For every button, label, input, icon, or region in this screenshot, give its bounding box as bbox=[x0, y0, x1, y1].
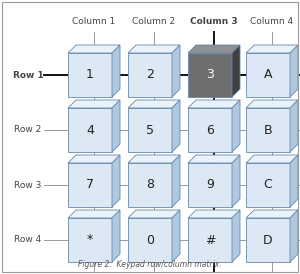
Polygon shape bbox=[232, 100, 240, 152]
Polygon shape bbox=[68, 45, 120, 53]
Polygon shape bbox=[290, 155, 298, 207]
Polygon shape bbox=[128, 108, 172, 152]
Text: Column 3: Column 3 bbox=[190, 18, 238, 27]
Text: *: * bbox=[87, 233, 93, 247]
Polygon shape bbox=[188, 108, 232, 152]
Polygon shape bbox=[188, 218, 232, 262]
Text: 9: 9 bbox=[206, 178, 214, 192]
Polygon shape bbox=[112, 210, 120, 262]
Text: Row 3: Row 3 bbox=[14, 181, 42, 190]
Polygon shape bbox=[246, 45, 298, 53]
Text: Column 2: Column 2 bbox=[132, 18, 176, 27]
Text: Column 1: Column 1 bbox=[72, 18, 116, 27]
Polygon shape bbox=[246, 210, 298, 218]
Polygon shape bbox=[188, 163, 232, 207]
Text: 1: 1 bbox=[86, 68, 94, 81]
Polygon shape bbox=[172, 100, 180, 152]
Polygon shape bbox=[172, 210, 180, 262]
Polygon shape bbox=[128, 100, 180, 108]
Text: 0: 0 bbox=[146, 233, 154, 247]
Polygon shape bbox=[246, 53, 290, 97]
Polygon shape bbox=[112, 100, 120, 152]
Polygon shape bbox=[172, 45, 180, 97]
Polygon shape bbox=[188, 155, 240, 163]
Polygon shape bbox=[232, 210, 240, 262]
Text: Row 2: Row 2 bbox=[14, 125, 42, 135]
Polygon shape bbox=[128, 163, 172, 207]
Polygon shape bbox=[172, 155, 180, 207]
Polygon shape bbox=[68, 210, 120, 218]
Text: 4: 4 bbox=[86, 124, 94, 136]
Text: 5: 5 bbox=[146, 124, 154, 136]
Polygon shape bbox=[188, 210, 240, 218]
Polygon shape bbox=[290, 45, 298, 97]
Polygon shape bbox=[246, 218, 290, 262]
Text: 3: 3 bbox=[206, 68, 214, 81]
Text: Figure 2.  Keypad row/column matrix.: Figure 2. Keypad row/column matrix. bbox=[78, 260, 222, 269]
Polygon shape bbox=[128, 53, 172, 97]
Polygon shape bbox=[246, 100, 298, 108]
Polygon shape bbox=[68, 53, 112, 97]
Polygon shape bbox=[290, 210, 298, 262]
Text: D: D bbox=[263, 233, 273, 247]
Text: 2: 2 bbox=[146, 68, 154, 81]
Polygon shape bbox=[246, 163, 290, 207]
Text: C: C bbox=[264, 178, 272, 192]
Polygon shape bbox=[128, 210, 180, 218]
Text: 7: 7 bbox=[86, 178, 94, 192]
Polygon shape bbox=[68, 108, 112, 152]
Polygon shape bbox=[68, 218, 112, 262]
Polygon shape bbox=[232, 155, 240, 207]
Text: #: # bbox=[205, 233, 215, 247]
Text: A: A bbox=[264, 68, 272, 81]
Polygon shape bbox=[128, 155, 180, 163]
Polygon shape bbox=[290, 100, 298, 152]
Polygon shape bbox=[246, 108, 290, 152]
Polygon shape bbox=[188, 53, 232, 97]
Text: B: B bbox=[264, 124, 272, 136]
Polygon shape bbox=[188, 45, 240, 53]
Polygon shape bbox=[68, 100, 120, 108]
Text: Row 4: Row 4 bbox=[14, 235, 42, 244]
Polygon shape bbox=[246, 155, 298, 163]
Polygon shape bbox=[188, 100, 240, 108]
Polygon shape bbox=[68, 163, 112, 207]
Polygon shape bbox=[68, 155, 120, 163]
Text: Row 1: Row 1 bbox=[13, 70, 44, 79]
Polygon shape bbox=[128, 218, 172, 262]
Text: Column 4: Column 4 bbox=[250, 18, 294, 27]
Polygon shape bbox=[232, 45, 240, 97]
Polygon shape bbox=[112, 45, 120, 97]
Text: 6: 6 bbox=[206, 124, 214, 136]
Text: 8: 8 bbox=[146, 178, 154, 192]
Polygon shape bbox=[112, 155, 120, 207]
Polygon shape bbox=[128, 45, 180, 53]
